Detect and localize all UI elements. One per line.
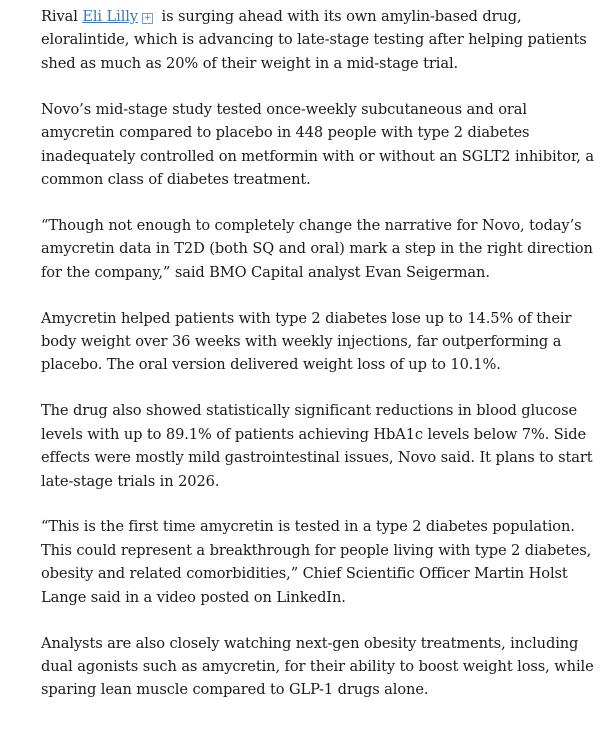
text: Rival — [41, 8, 83, 25]
article-body: Rival Eli Lilly + is surging ahead with i… — [41, 5, 597, 724]
text: is surging ahead with its own amylin-bas… — [41, 8, 587, 72]
paragraph: Rival Eli Lilly + is surging ahead with i… — [41, 5, 597, 75]
paragraph: The drug also showed statistically signi… — [41, 402, 593, 490]
paragraph: Amycretin helped patients with type 2 di… — [41, 309, 572, 374]
paragraph: “Though not enough to completely change … — [41, 216, 593, 281]
paragraph: “This is the first time amycretin is tes… — [41, 518, 592, 606]
paragraph: Novo’s mid-stage study tested once-weekl… — [41, 100, 594, 188]
paragraph: Analysts are also closely watching next-… — [41, 634, 594, 699]
plus-square-icon[interactable]: + — [141, 13, 153, 24]
company-link-eli-lilly[interactable]: Eli Lilly — [82, 8, 138, 25]
